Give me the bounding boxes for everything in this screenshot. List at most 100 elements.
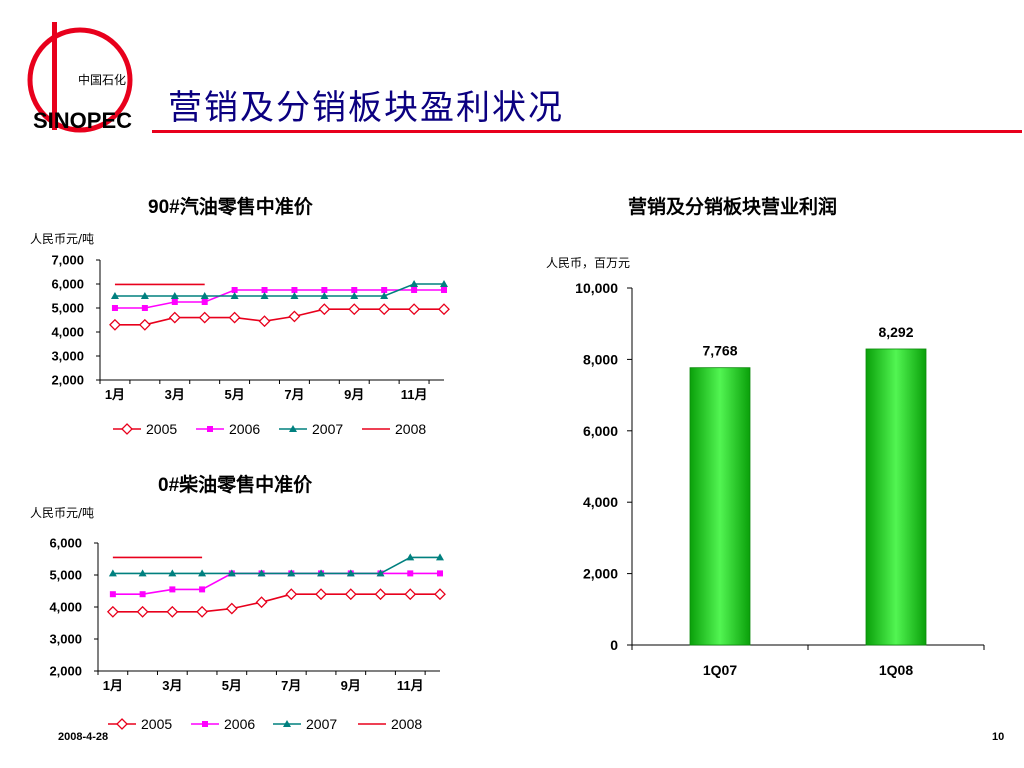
profit-unit-label: 人民币，百万元 (546, 256, 631, 270)
gasoline-ytick-label: 4,000 (51, 325, 84, 340)
diesel-point-2006 (407, 570, 414, 577)
gasoline-point-2006 (141, 305, 148, 311)
diesel-xtick-label: 3月 (162, 678, 182, 693)
diesel-legend-label-2005: 2005 (141, 716, 172, 732)
profit-category-label: 1Q08 (879, 662, 913, 678)
diesel-point-2005 (344, 588, 357, 601)
gasoline-chart-title: 90#汽油零售中准价 (148, 197, 313, 218)
diesel-legend-label-2007: 2007 (306, 716, 337, 732)
gasoline-ytick-label: 2,000 (51, 373, 84, 388)
diesel-ytick-label: 4,000 (49, 600, 82, 615)
gasoline-unit-label: 人民币元/吨 (30, 232, 95, 246)
profit-chart-title: 营销及分销板块营业利润 (628, 197, 838, 218)
gasoline-point-2006 (321, 287, 328, 293)
diesel-point-2005 (374, 588, 387, 601)
gasoline-point-2007 (230, 292, 239, 299)
gasoline-ytick-label: 7,000 (51, 253, 84, 268)
diesel-point-2007 (138, 569, 147, 577)
gasoline-point-2006 (411, 287, 418, 293)
diesel-point-2007 (436, 553, 444, 561)
gasoline-xtick-label: 7月 (284, 387, 304, 402)
diesel-point-2007 (346, 569, 355, 577)
logo-bar (52, 22, 57, 130)
gasoline-point-2006 (111, 305, 118, 311)
slide-title: 营销及分销板块盈利状况 (168, 88, 564, 128)
profit-ytick-label: 0 (610, 637, 618, 653)
diesel-point-2007 (376, 569, 385, 577)
profit-ytick-label: 10,000 (575, 280, 618, 296)
profit-bar-1Q08 (865, 348, 927, 646)
gasoline-legend-label-2008: 2008 (395, 421, 426, 437)
gasoline-line-2005 (114, 308, 444, 326)
profit-bar-value-label: 7,768 (702, 343, 737, 359)
gasoline-point-2006 (441, 287, 447, 293)
diesel-point-2005 (106, 605, 119, 618)
gasoline-legend-label-2007: 2007 (312, 421, 343, 437)
gasoline-xtick-label: 9月 (344, 387, 364, 402)
profit-ytick-label: 4,000 (583, 494, 618, 510)
gasoline-point-2005 (288, 310, 301, 323)
footer-date: 2008-4-28 (58, 731, 109, 743)
gasoline-xtick-label: 3月 (165, 387, 185, 402)
gasoline-xtick-label: 5月 (224, 387, 244, 402)
gasoline-ytick-label: 6,000 (51, 277, 84, 292)
gasoline-xtick-label: 1月 (105, 387, 125, 402)
gasoline-point-2006 (291, 287, 298, 293)
diesel-point-2005 (136, 605, 149, 618)
diesel-point-2005 (196, 605, 209, 618)
diesel-chart: 2,000 3,000 4,000 5,000 6,000 1月 3月 5月 7月 9月 11月 20… (49, 536, 446, 732)
gasoline-point-2006 (171, 299, 178, 305)
gasoline-point-2005 (258, 315, 271, 328)
diesel-xtick-label: 9月 (341, 678, 361, 693)
diesel-line-2007 (112, 556, 440, 575)
diesel-point-2007 (406, 553, 415, 561)
gasoline-legend-marker-2005 (121, 423, 133, 435)
diesel-point-2007 (108, 569, 117, 577)
gasoline-point-2007 (170, 292, 179, 299)
diesel-ytick-label: 6,000 (49, 536, 82, 551)
gasoline-point-2006 (201, 299, 208, 305)
diesel-line-2006 (112, 572, 440, 595)
gasoline-point-2007 (410, 280, 419, 287)
gasoline-legend-label-2005: 2005 (146, 421, 177, 437)
gasoline-point-2005 (198, 311, 211, 324)
gasoline-legend-marker-2006 (207, 426, 213, 432)
page-number: 10 (992, 731, 1005, 743)
gasoline-xtick-label: 11月 (401, 387, 428, 402)
gasoline-point-2007 (110, 292, 119, 299)
gasoline-point-2007 (290, 292, 299, 299)
gasoline-point-2007 (440, 280, 448, 287)
diesel-point-2007 (227, 569, 236, 577)
diesel-point-2005 (315, 588, 327, 601)
gasoline-point-2007 (200, 292, 209, 299)
diesel-point-2005 (404, 588, 417, 601)
gasoline-point-2007 (320, 292, 329, 299)
diesel-ytick-label: 2,000 (49, 664, 82, 679)
gasoline-line-2006 (114, 289, 444, 309)
diesel-xtick-label: 1月 (103, 678, 123, 693)
diesel-point-2005 (166, 605, 179, 618)
profit-category-label: 1Q07 (703, 662, 737, 678)
gasoline-point-2007 (350, 292, 359, 299)
gasoline-line-2007 (114, 283, 444, 297)
gasoline-point-2005 (168, 311, 181, 324)
title-rule (152, 130, 1022, 133)
diesel-xtick-label: 7月 (281, 678, 301, 693)
gasoline-chart: 2,000 3,000 4,000 5,000 6,000 7,000 1月 3月 5月 7月 9月… (51, 253, 450, 437)
diesel-line-2005 (112, 593, 440, 613)
gasoline-point-2006 (231, 287, 238, 293)
gasoline-point-2005 (378, 303, 391, 316)
profit-ytick-label: 8,000 (583, 351, 618, 367)
diesel-point-2006 (109, 591, 116, 598)
diesel-chart-title: 0#柴油零售中准价 (158, 475, 313, 496)
gasoline-point-2006 (261, 287, 268, 293)
diesel-point-2005 (225, 602, 238, 615)
diesel-legend-marker-2006 (202, 721, 208, 727)
diesel-legend-label-2008: 2008 (391, 716, 422, 732)
gasoline-point-2005 (438, 303, 450, 316)
diesel-point-2007 (257, 569, 266, 577)
diesel-legend-marker-2007 (283, 720, 291, 727)
sinopec-logo: 中国石化 SINOPEC (27, 22, 133, 133)
gasoline-legend-marker-2007 (289, 425, 297, 432)
gasoline-point-2006 (381, 287, 388, 293)
